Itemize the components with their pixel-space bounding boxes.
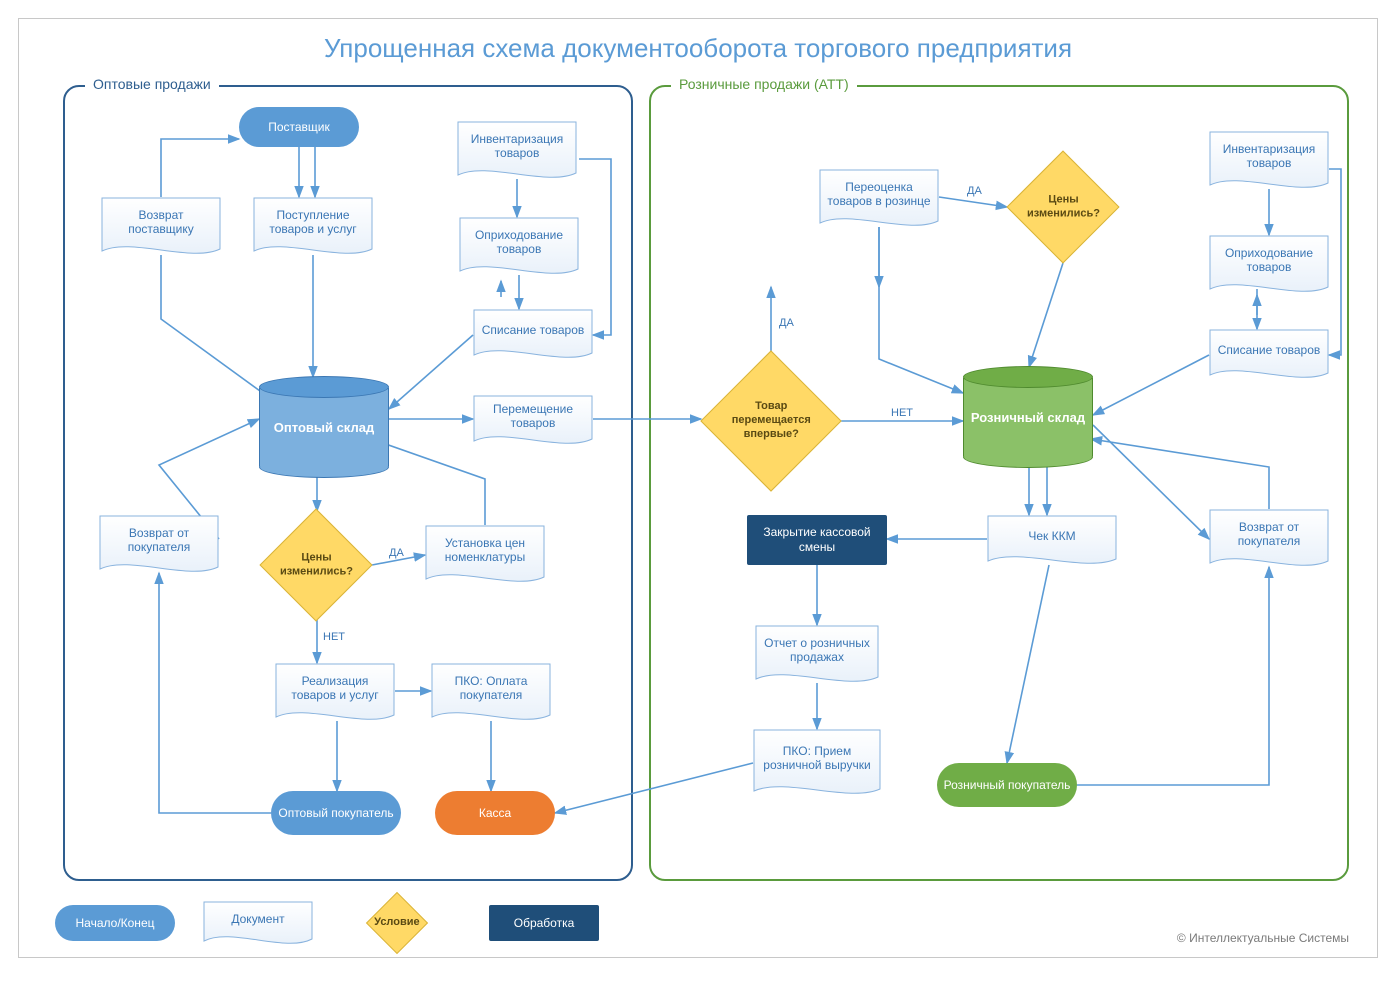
doc-label-return_supplier: Возврат поставщику xyxy=(107,201,215,243)
node-posting_l: Оприходование товаров xyxy=(459,217,579,275)
doc-label-chek: Чек ККМ xyxy=(993,519,1111,553)
doc-label-posting_r: Оприходование товаров xyxy=(1215,239,1323,281)
node-set_prices: Установка цен номенклатуры xyxy=(425,525,545,583)
node-kassa: Касса xyxy=(435,791,555,835)
doc-label-return_buyer_r: Возврат от покупателя xyxy=(1215,513,1323,555)
doc-label-return_buyer_l: Возврат от покупателя xyxy=(105,519,213,561)
legend-document: Документ xyxy=(203,901,313,945)
node-supplier: Поставщик xyxy=(239,107,359,147)
node-whs_buyer: Оптовый покупатель xyxy=(271,791,401,835)
doc-label-pko_buyer: ПКО: Оплата покупателя xyxy=(437,667,545,709)
edge-label: НЕТ xyxy=(889,407,915,419)
doc-label-retail_report: Отчет о розничных продажах xyxy=(761,629,873,671)
node-move_goods: Перемещение товаров xyxy=(473,395,593,445)
node-realize: Реализация товаров и услуг xyxy=(275,663,395,721)
cylinder-retail: Розничный склад xyxy=(963,367,1093,467)
doc-label-legend-doc: Документ xyxy=(209,905,307,933)
legend-terminator: Начало/Конец xyxy=(55,905,175,941)
cylinder-wholesale: Оптовый склад xyxy=(259,377,389,477)
node-return_buyer_l: Возврат от покупателя xyxy=(99,515,219,573)
node-pko_retail: ПКО: Прием розничной выручки xyxy=(753,729,881,795)
doc-label-realize: Реализация товаров и услуг xyxy=(281,667,389,709)
node-pko_buyer: ПКО: Оплата покупателя xyxy=(431,663,551,721)
group-label-left: Оптовые продажи xyxy=(85,76,219,92)
node-return_supplier: Возврат поставщику xyxy=(101,197,221,255)
node-inventory_l: Инвентаризация товаров xyxy=(457,121,577,179)
legend-decision: Условие xyxy=(366,892,428,954)
doc-label-move_goods: Перемещение товаров xyxy=(479,399,587,433)
doc-label-posting_l: Оприходование товаров xyxy=(465,221,573,263)
node-close_shift: Закрытие кассовой смены xyxy=(747,515,887,565)
node-goods_receipt: Поступление товаров и услуг xyxy=(253,197,373,255)
diagram-title: Упрощенная схема документооборота торгов… xyxy=(19,33,1377,64)
node-retail_report: Отчет о розничных продажах xyxy=(755,625,879,683)
edge-label: ДА xyxy=(387,547,406,559)
legend-process: Обработка xyxy=(489,905,599,941)
node-inventory_r: Инвентаризация товаров xyxy=(1209,131,1329,189)
doc-label-goods_receipt: Поступление товаров и услуг xyxy=(259,201,367,243)
node-return_buyer_r: Возврат от покупателя xyxy=(1209,509,1329,567)
node-writeoff_r: Списание товаров xyxy=(1209,329,1329,379)
copyright: © Интеллектуальные Системы xyxy=(1177,931,1349,945)
doc-label-writeoff_r: Списание товаров xyxy=(1215,333,1323,367)
edge-label: ДА xyxy=(965,185,984,197)
group-label-right: Розничные продажи (АТТ) xyxy=(671,76,857,92)
doc-label-writeoff_l: Списание товаров xyxy=(479,313,587,347)
doc-label-inventory_r: Инвентаризация товаров xyxy=(1215,135,1323,177)
node-writeoff_l: Списание товаров xyxy=(473,309,593,359)
edge-label: ДА xyxy=(777,317,796,329)
node-posting_r: Оприходование товаров xyxy=(1209,235,1329,293)
doc-label-set_prices: Установка цен номенклатуры xyxy=(431,529,539,571)
doc-label-inventory_l: Инвентаризация товаров xyxy=(463,125,571,167)
edge-label: НЕТ xyxy=(321,631,347,643)
node-retail_buyer: Розничный покупатель xyxy=(937,763,1077,807)
diagram-stage: Упрощенная схема документооборота торгов… xyxy=(18,18,1378,958)
doc-label-pko_retail: ПКО: Прием розничной выручки xyxy=(759,733,875,783)
doc-label-reprice: Переоценка товаров в розинце xyxy=(825,173,933,215)
node-chek: Чек ККМ xyxy=(987,515,1117,565)
node-reprice: Переоценка товаров в розинце xyxy=(819,169,939,227)
